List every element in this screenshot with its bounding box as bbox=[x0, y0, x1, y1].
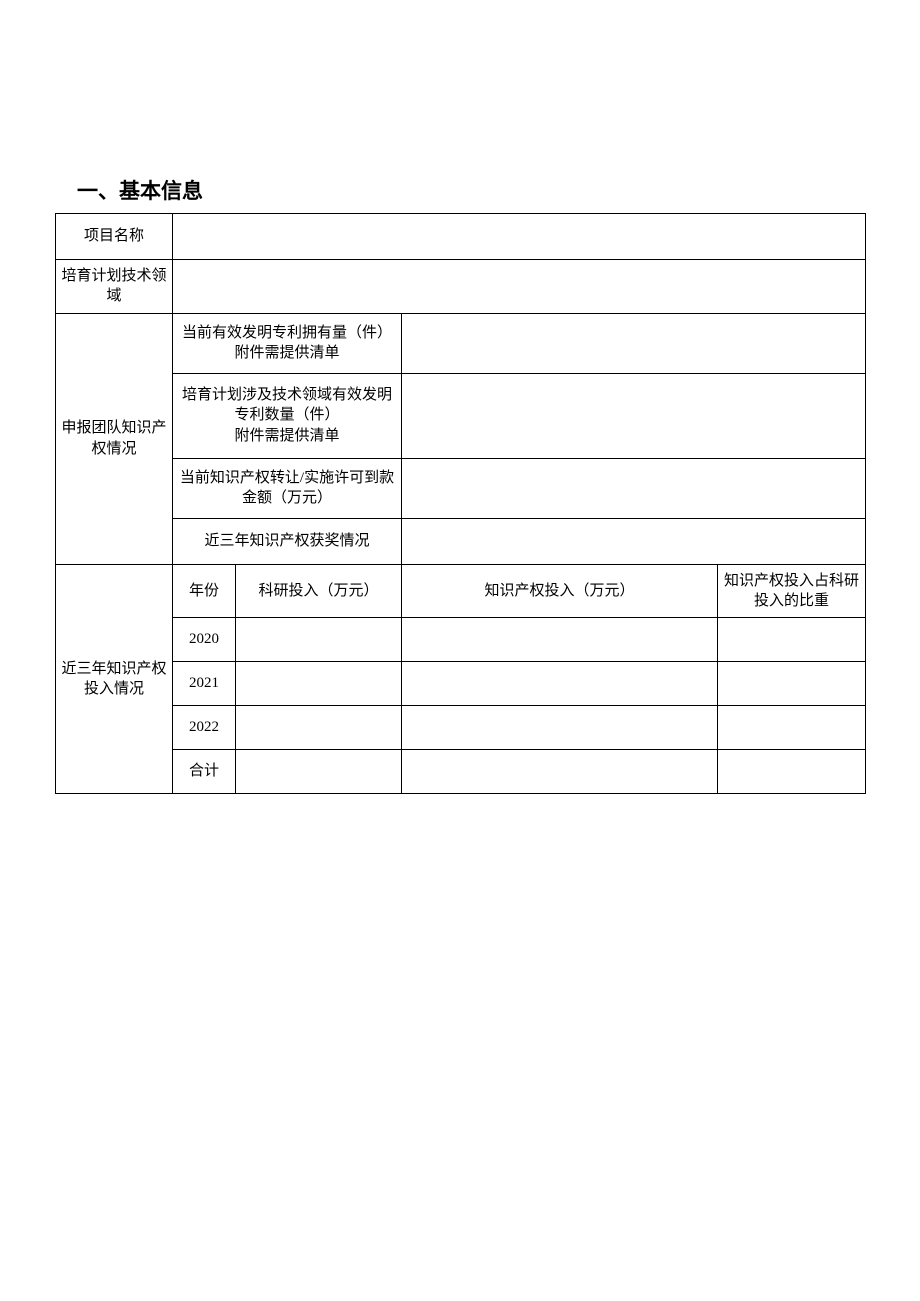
inv-year-2021: 2021 bbox=[173, 662, 236, 706]
tech-field-label: 培育计划技术领域 bbox=[56, 260, 173, 314]
inv-header-ratio: 知识产权投入占科研投入的比重 bbox=[718, 564, 866, 618]
inv-total-ratio bbox=[718, 750, 866, 794]
inv-total-research bbox=[236, 750, 402, 794]
tech-field-value bbox=[173, 260, 866, 314]
inv-year-2020: 2020 bbox=[173, 618, 236, 662]
project-name-value bbox=[173, 214, 866, 260]
ip-plan-patent-value bbox=[402, 373, 866, 458]
inv-2021-research bbox=[236, 662, 402, 706]
investment-section-label: 近三年知识产权投入情况 bbox=[56, 564, 173, 794]
ip-transfer-amount-label: 当前知识产权转让/实施许可到款金额（万元） bbox=[173, 458, 402, 518]
inv-2020-ratio bbox=[718, 618, 866, 662]
inv-2021-ratio bbox=[718, 662, 866, 706]
inv-total-ip bbox=[402, 750, 718, 794]
inv-header-year: 年份 bbox=[173, 564, 236, 618]
inv-year-2022: 2022 bbox=[173, 706, 236, 750]
ip-transfer-amount-value bbox=[402, 458, 866, 518]
inv-2021-ip bbox=[402, 662, 718, 706]
inv-2020-ip bbox=[402, 618, 718, 662]
inv-header-research: 科研投入（万元） bbox=[236, 564, 402, 618]
inv-header-ip: 知识产权投入（万元） bbox=[402, 564, 718, 618]
inv-2022-research bbox=[236, 706, 402, 750]
basic-info-table: 项目名称 培育计划技术领域 申报团队知识产权情况 当前有效发明专利拥有量（件）附… bbox=[55, 213, 866, 794]
inv-2022-ip bbox=[402, 706, 718, 750]
section-title: 一、基本信息 bbox=[77, 175, 865, 205]
ip-award-label: 近三年知识产权获奖情况 bbox=[173, 518, 402, 564]
inv-total-label: 合计 bbox=[173, 750, 236, 794]
ip-award-value bbox=[402, 518, 866, 564]
project-name-label: 项目名称 bbox=[56, 214, 173, 260]
inv-2022-ratio bbox=[718, 706, 866, 750]
ip-status-section-label: 申报团队知识产权情况 bbox=[56, 313, 173, 564]
inv-2020-research bbox=[236, 618, 402, 662]
ip-patent-count-label: 当前有效发明专利拥有量（件）附件需提供清单 bbox=[173, 313, 402, 373]
ip-plan-patent-label: 培育计划涉及技术领域有效发明专利数量（件） 附件需提供清单 bbox=[173, 373, 402, 458]
ip-patent-count-value bbox=[402, 313, 866, 373]
